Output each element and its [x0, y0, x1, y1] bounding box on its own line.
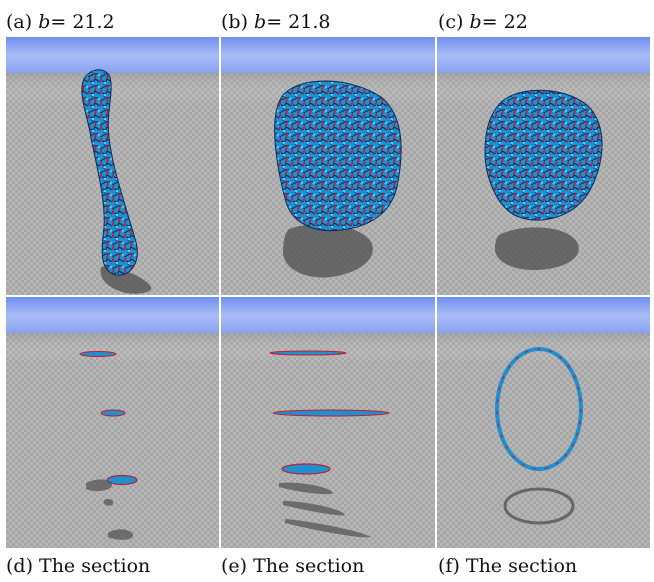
- panel-e-image: [221, 297, 435, 548]
- shadow: [86, 479, 112, 492]
- panel-c-image: [437, 37, 650, 295]
- shadow: [279, 482, 333, 495]
- shadow: [108, 529, 134, 540]
- section-slice: [100, 409, 126, 417]
- compact-shell: [484, 89, 603, 221]
- shadow: [283, 501, 345, 516]
- checker-floor: [6, 333, 219, 548]
- shadow: [283, 224, 373, 278]
- checker-floor: [221, 333, 435, 548]
- sky-background: [437, 297, 650, 333]
- sky-background: [221, 297, 435, 333]
- caption-d: (d) The section: [6, 555, 151, 577]
- checker-floor: [437, 333, 650, 548]
- shadow: [495, 227, 579, 271]
- caption-e: (e) The section: [221, 555, 365, 577]
- shadow: [503, 487, 575, 525]
- caption-c: (c) b= 22: [438, 11, 528, 33]
- section-slice: [79, 351, 117, 357]
- section-slice: [281, 463, 331, 475]
- elongated-shell: [81, 69, 138, 276]
- caption-a: (a) b= 21.2: [6, 11, 115, 33]
- sky-background: [221, 37, 435, 73]
- caption-f: (f) The section: [438, 555, 578, 577]
- section-slice: [106, 474, 138, 486]
- panel-d-image: [6, 297, 219, 548]
- panel-b-image: [221, 37, 435, 295]
- panel-f-image: [437, 297, 650, 548]
- rounded-shell: [274, 80, 402, 232]
- section-ring-highlight: [496, 348, 582, 470]
- shadow: [103, 498, 114, 506]
- section-slice: [269, 350, 347, 356]
- sky-background: [6, 37, 219, 73]
- sky-background: [437, 37, 650, 73]
- section-slice: [272, 409, 390, 417]
- shadow: [285, 519, 371, 538]
- sky-background: [6, 297, 219, 333]
- panel-a-image: [6, 37, 219, 295]
- caption-b: (b) b= 21.8: [221, 11, 331, 33]
